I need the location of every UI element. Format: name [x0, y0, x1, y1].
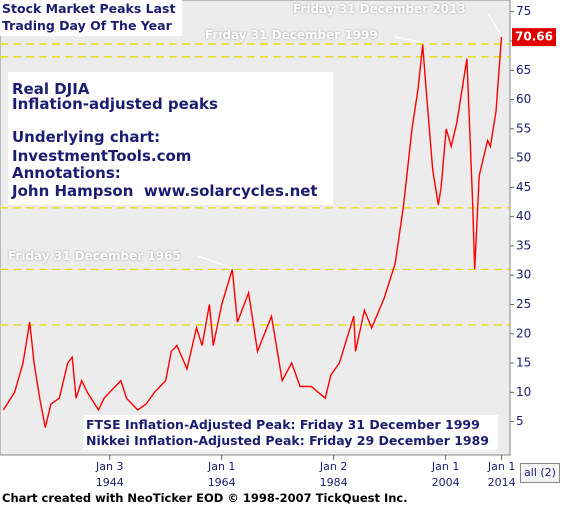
data-line	[2, 37, 503, 428]
notes-box: FTSE Inflation-Adjusted Peak: Friday 31 …	[83, 415, 498, 450]
annotation: Friday 31 December 1965	[8, 249, 181, 263]
footer: Chart created with NeoTicker EOD © 1998-…	[2, 491, 408, 505]
text-box-line: InvestmentTools.com	[12, 147, 192, 165]
y-tick-label: 45	[516, 180, 531, 194]
x-tick-label: Jan 2 1984	[319, 460, 348, 489]
annotation: Friday 31 December 2013	[293, 2, 466, 16]
range-button[interactable]: all (2)	[520, 463, 560, 483]
text-box-line: John Hampson www.solarcycles.net	[12, 182, 318, 200]
y-tick-label: 75	[516, 4, 531, 18]
note-line: Nikkei Inflation-Adjusted Peak: Friday 2…	[86, 433, 490, 448]
plot-area	[0, 0, 511, 456]
note-line: FTSE Inflation-Adjusted Peak: Friday 31 …	[86, 417, 480, 432]
chart-title: Stock Market Peaks Last Trading Day Of T…	[0, 0, 182, 36]
y-tick-label: 50	[516, 151, 531, 165]
annotation-pointer	[487, 13, 501, 34]
annotation: Friday 31 December 1999	[205, 28, 378, 42]
y-tick-label: 35	[516, 238, 531, 252]
y-tick-label: 25	[516, 297, 531, 311]
y-tick-label: 60	[516, 92, 531, 106]
y-tick-label: 15	[516, 356, 531, 370]
last-value-label: 70.66	[515, 30, 553, 44]
y-tick-label: 10	[516, 385, 531, 399]
annotation-pointer	[197, 255, 233, 269]
text-box-line: Real DJIA	[12, 80, 90, 98]
y-tick-label: 55	[516, 121, 531, 135]
y-tick-label: 5	[516, 414, 524, 428]
text-box: Real DJIA Inflation-adjusted peaks Underly…	[8, 72, 333, 205]
annotation-pointer	[394, 36, 421, 43]
x-tick-label: Jan 1 2014	[487, 460, 516, 489]
text-box-line: Inflation-adjusted peaks	[12, 95, 218, 113]
y-tick-label: 40	[516, 209, 531, 223]
text-box-line: Underlying chart:	[12, 128, 161, 146]
y-tick-label: 65	[516, 63, 531, 77]
last-value-flag	[512, 28, 556, 47]
text-box-line: Annotations:	[12, 164, 121, 182]
y-tick-label: 20	[516, 326, 531, 340]
x-tick-label: Jan 1 1964	[207, 460, 236, 489]
x-tick-label: Jan 1 2004	[431, 460, 460, 489]
x-tick-label: Jan 3 1944	[95, 460, 124, 489]
y-tick-label: 30	[516, 268, 531, 282]
